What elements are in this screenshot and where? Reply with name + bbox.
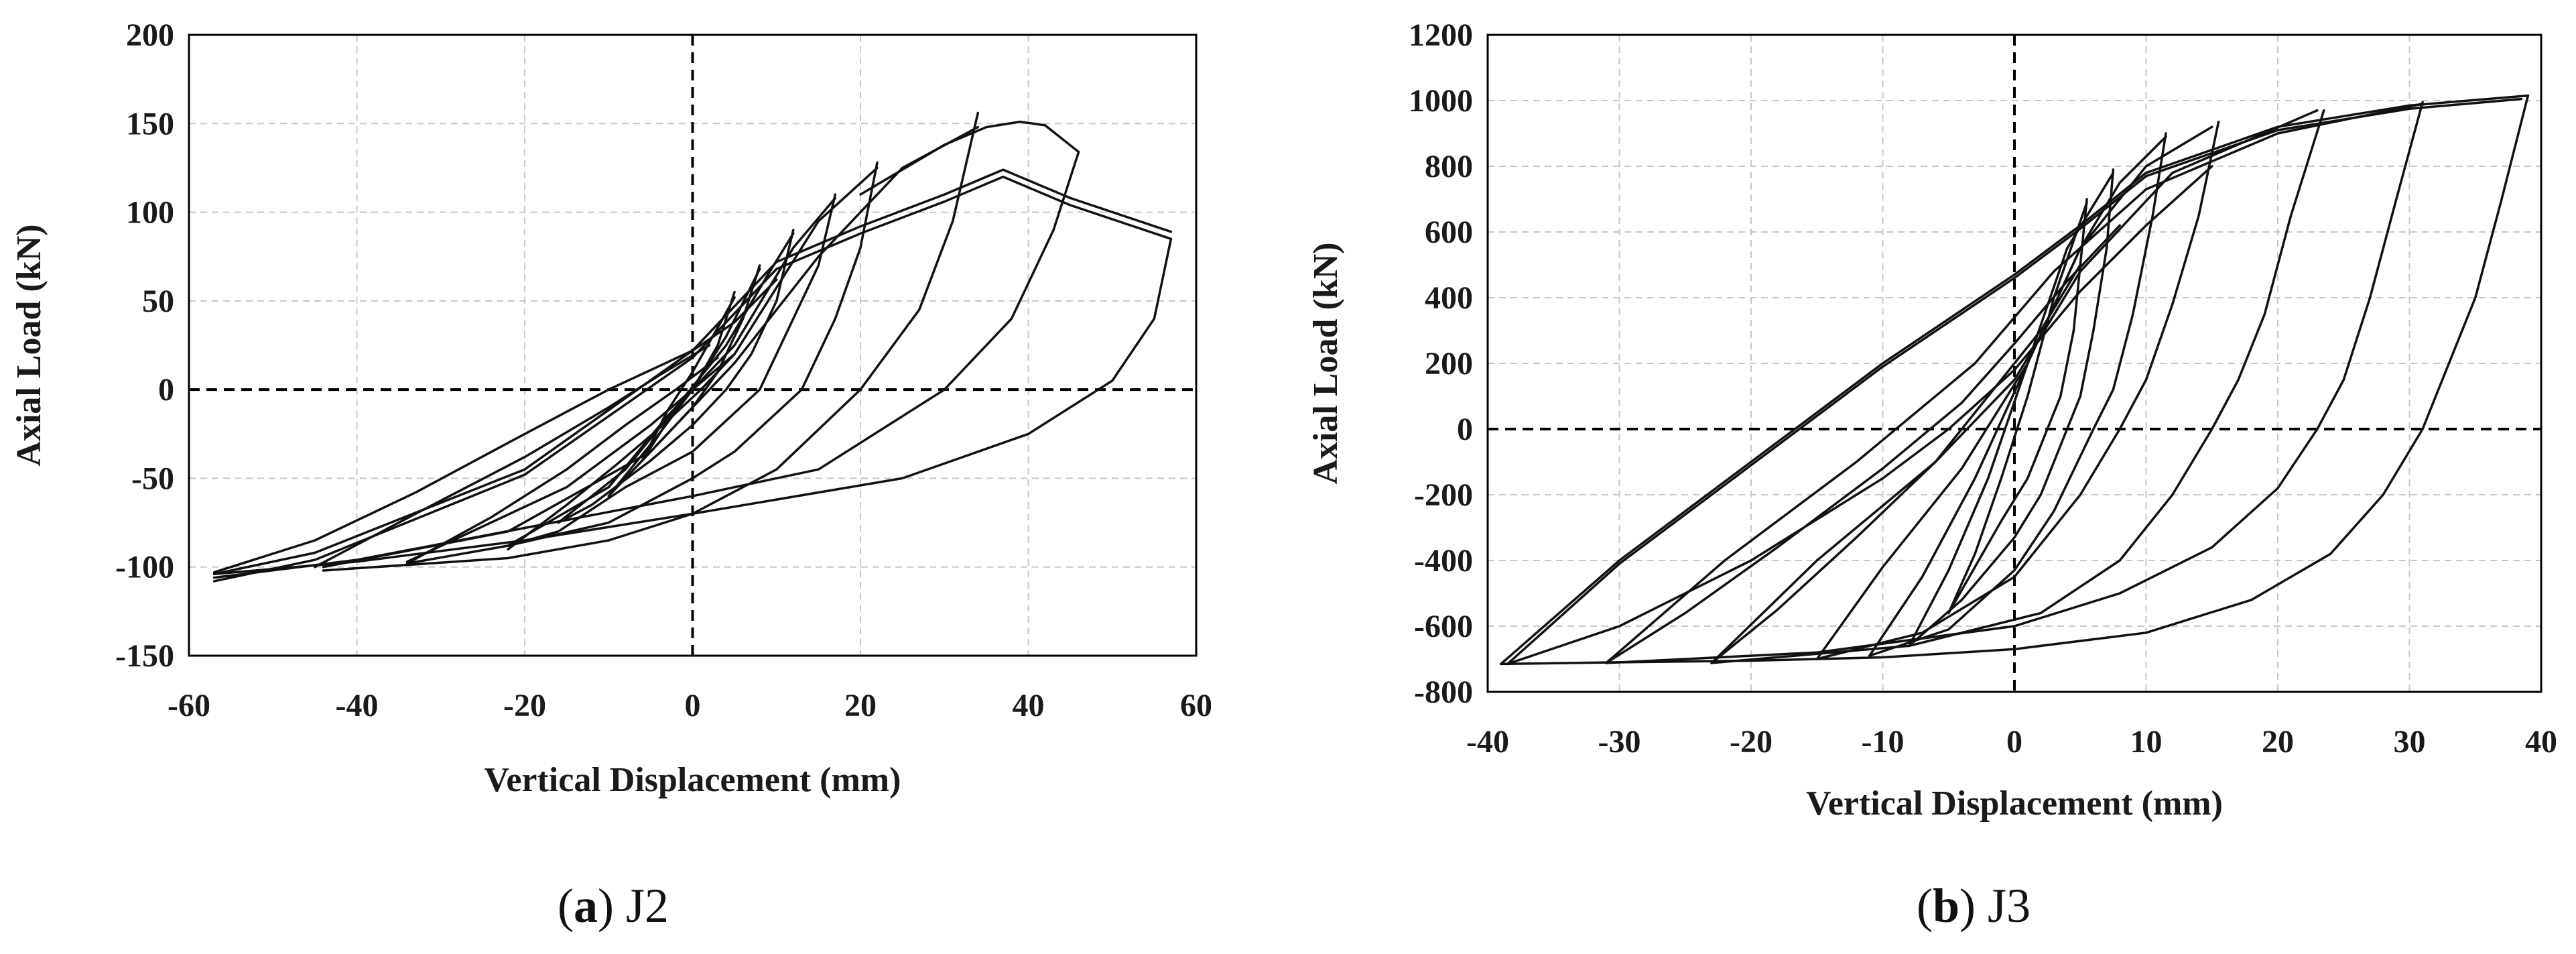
charts-j2-series-unload-57: [212, 237, 1173, 576]
chart-j3: -40 -30 -20 -10 0 10 20 30 40 -800 -600 -400 -200 0 20…: [1307, 17, 2557, 823]
caption-a: (a) J2: [558, 879, 669, 933]
caption-b-text: J3: [1976, 879, 2031, 933]
charts-j2-series-loop-17a: [507, 193, 837, 547]
charts-j3-series-up-5: [1947, 201, 2088, 615]
charts-j3-ytick-label: 1000: [1409, 83, 1473, 119]
charts-j2-ytick-label: 150: [126, 106, 174, 141]
charts-j3-ytick-label: -400: [1414, 543, 1473, 579]
charts-j2-ytick-label: 0: [158, 372, 174, 408]
charts-j3-xtick-label: -40: [1466, 724, 1509, 760]
charts-j3-ytick-label: 1200: [1409, 17, 1473, 53]
charts-j2-series-branch-b: [314, 344, 711, 569]
charts-j3-ytick-label: 600: [1425, 215, 1473, 250]
charts-j2-xtick-label: -40: [336, 688, 379, 723]
charts-j2-series-loop-12a: [557, 229, 795, 524]
charts-j2-series-loop-22b: [405, 166, 879, 563]
charts-j3-series-up-40: [1499, 94, 2530, 666]
charts-j2-plot-frame: [188, 34, 1198, 657]
charts-j2-series-envelope-2: [212, 175, 1173, 583]
charts-j2-xtick-label: 0: [685, 688, 701, 723]
charts-j3-series-branch-c: [1710, 263, 2082, 664]
charts-j2-ytick-label: -150: [115, 638, 174, 674]
charts-j2-series-loop-34b: [322, 125, 980, 569]
charts-j3-xtick-label: 10: [2130, 724, 2163, 760]
charts-j2-xtick-label: -20: [503, 688, 546, 723]
charts-j3-series-branch-a: [1506, 165, 2213, 666]
charts-j2-xtick-label: -60: [168, 688, 210, 723]
charts-j2-y-axis-title: Axial Load (kN): [10, 224, 48, 466]
charts-j2-ytick-label: 200: [126, 17, 174, 53]
charts-j2-ytick-label: -50: [131, 461, 174, 496]
charts-j2-series-branch-d: [507, 353, 736, 551]
charts-j2-x-axis-title: Vertical Displacement (mm): [485, 761, 901, 799]
caption-b-paren-close: ): [1959, 879, 1976, 933]
charts-j3-series-up-11: [1868, 135, 2167, 657]
charts-j3-series-branch-b: [1605, 224, 2121, 664]
charts-j3-series-unload-5: [1947, 198, 2088, 615]
charts-j3-x-axis-title: Vertical Displacement (mm): [1806, 784, 2223, 823]
charts-j3-series-unload-7: [1908, 168, 2115, 648]
charts-j2-xtick-label: 40: [1013, 688, 1045, 723]
charts-j2-ytick-label: 50: [142, 284, 174, 319]
caption-a-paren-close: ): [598, 879, 614, 933]
charts-j3-ytick-label: -800: [1414, 674, 1473, 710]
caption-b: (b) J3: [1917, 879, 2031, 933]
charts-j3-series-unload-11: [1868, 132, 2167, 657]
charts-j3-ytick-label: 800: [1425, 149, 1473, 184]
chart-j2: -60 -40 -20 0 20 40 60 -150 -100 -50 0 50 100 150 200 V…: [10, 17, 1212, 799]
caption-b-paren-open: (: [1917, 879, 1933, 933]
charts-j3-xtick-label: 40: [2525, 724, 2557, 760]
charts-j3-xtick-label: -30: [1598, 724, 1641, 760]
charts-j3-ytick-label: 0: [1457, 412, 1473, 447]
charts-j3-series-up-23: [1710, 109, 2319, 664]
charts-j3-series-unload-39: [1499, 94, 2530, 666]
charts-j3-xtick-label: 20: [2262, 724, 2294, 760]
charts-j3-ytick-label: -200: [1414, 477, 1473, 513]
caption-b-letter: b: [1933, 879, 1959, 933]
charts-j3-xtick-label: -10: [1862, 724, 1905, 760]
charts-j2-series-inner-5: [641, 290, 736, 462]
charts-j3-ytick-label: 200: [1425, 346, 1473, 381]
charts-j2-ytick-label: -100: [115, 550, 174, 585]
charts-j2-series-branch-c: [405, 356, 719, 565]
charts-j2-series-unload-46: [212, 150, 1080, 579]
charts-j3-ytick-label: 400: [1425, 280, 1473, 316]
charts-j3-xtick-label: -20: [1730, 724, 1773, 760]
charts-j2-series-loop-22a: [405, 161, 879, 565]
charts-j3-plot-frame: [1486, 34, 2542, 693]
charts-j2-ytick-label: 100: [126, 195, 174, 231]
charts-j2-series-branch-a: [212, 278, 778, 574]
charts-j3-series-unload-23: [1710, 109, 2325, 664]
charts-j3-series-unload-15: [1815, 121, 2220, 660]
charts-j3-ytick-label: -600: [1414, 609, 1473, 644]
charts-j3-series-up-31: [1605, 103, 2424, 664]
charts-j3-xtick-label: 0: [2006, 724, 2022, 760]
caption-a-paren-open: (: [558, 879, 574, 933]
charts-j2-xtick-label: 20: [844, 688, 877, 723]
caption-a-text: J2: [614, 879, 669, 933]
charts-j3-xtick-label: 30: [2394, 724, 2426, 760]
charts-j2-xtick-label: 60: [1180, 688, 1212, 723]
charts-j3-y-axis-title: Axial Load (kN): [1307, 242, 1345, 484]
caption-a-letter: a: [574, 879, 598, 933]
charts-j2-series-loop-34a: [322, 111, 980, 572]
